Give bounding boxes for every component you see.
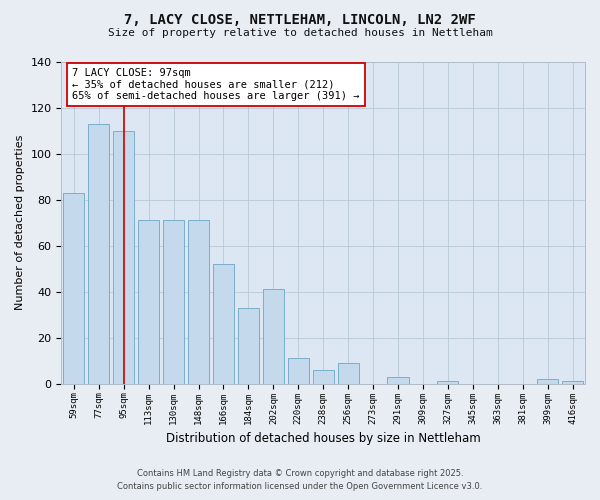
Text: 7, LACY CLOSE, NETTLEHAM, LINCOLN, LN2 2WF: 7, LACY CLOSE, NETTLEHAM, LINCOLN, LN2 2… [124, 12, 476, 26]
Text: Size of property relative to detached houses in Nettleham: Size of property relative to detached ho… [107, 28, 493, 38]
Bar [138, 220, 159, 384]
Text: 7 LACY CLOSE: 97sqm
← 35% of detached houses are smaller (212)
65% of semi-detac: 7 LACY CLOSE: 97sqm ← 35% of detached ho… [72, 68, 359, 101]
Bar [238, 308, 259, 384]
Bar [437, 382, 458, 384]
X-axis label: Distribution of detached houses by size in Nettleham: Distribution of detached houses by size … [166, 432, 481, 445]
Bar [263, 290, 284, 384]
Text: Contains HM Land Registry data © Crown copyright and database right 2025.
Contai: Contains HM Land Registry data © Crown c… [118, 470, 482, 491]
Y-axis label: Number of detached properties: Number of detached properties [15, 135, 25, 310]
Bar [388, 377, 409, 384]
Bar [163, 220, 184, 384]
Bar [113, 130, 134, 384]
Bar [338, 363, 359, 384]
Bar [537, 379, 558, 384]
Bar [63, 192, 85, 384]
Bar [313, 370, 334, 384]
Bar [213, 264, 234, 384]
Bar [562, 382, 583, 384]
Bar [287, 358, 309, 384]
Bar [188, 220, 209, 384]
Bar [88, 124, 109, 384]
